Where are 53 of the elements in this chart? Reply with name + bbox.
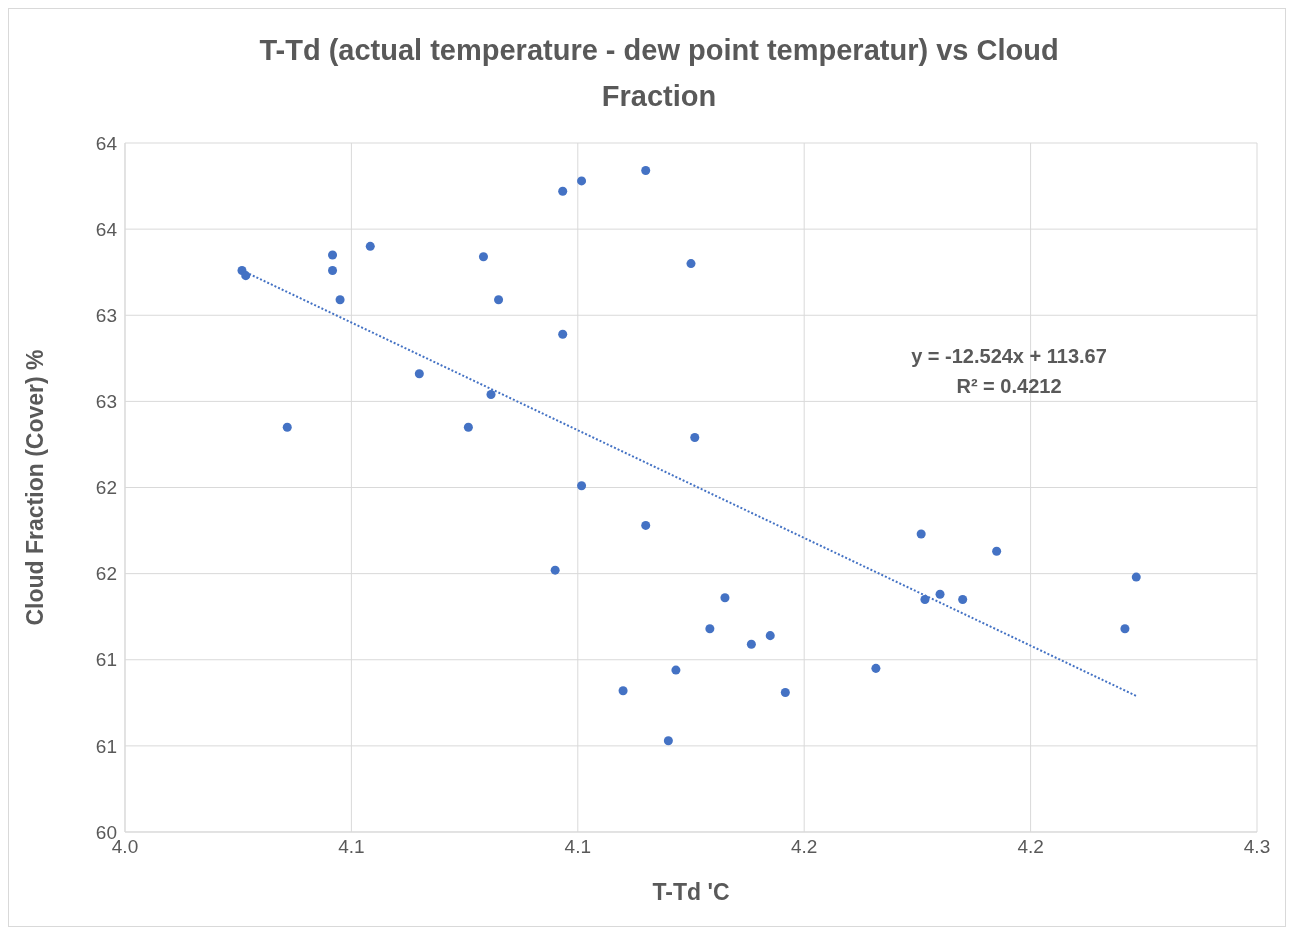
point xyxy=(780,687,790,697)
x-tick-label: 4.1 xyxy=(338,836,365,858)
y-tick-label: 63 xyxy=(95,304,117,326)
point xyxy=(550,565,560,575)
y-axis-title: Cloud Fraction (Cover) % xyxy=(22,349,49,626)
point xyxy=(577,481,587,491)
point xyxy=(746,639,756,649)
y-tick-label: 63 xyxy=(95,391,117,413)
point xyxy=(935,589,945,599)
point xyxy=(690,433,700,443)
chart-title: T-Td (actual temperature - dew point temperatur) vs Cloud Fraction xyxy=(258,33,1060,114)
y-tick-label: 62 xyxy=(95,563,117,585)
point xyxy=(618,686,628,696)
point xyxy=(916,529,926,539)
point xyxy=(765,631,775,641)
point xyxy=(558,329,568,339)
point xyxy=(671,665,681,675)
point xyxy=(478,252,488,262)
point xyxy=(365,241,375,251)
point xyxy=(958,594,968,604)
x-tick-label: 4.2 xyxy=(790,836,818,858)
point xyxy=(486,389,496,399)
point xyxy=(686,259,696,269)
x-tick-label: 4.1 xyxy=(564,836,592,858)
point xyxy=(463,422,473,432)
point xyxy=(641,166,651,176)
point xyxy=(871,663,881,673)
y-tick-label: 62 xyxy=(95,477,117,499)
point xyxy=(328,250,338,260)
x-axis-title: T-Td 'C xyxy=(652,879,730,905)
point xyxy=(1131,572,1141,582)
point xyxy=(720,593,730,603)
y-tick-label: 61 xyxy=(95,649,117,671)
y-tick-label: 64 xyxy=(95,132,118,154)
point xyxy=(335,295,345,305)
point xyxy=(494,295,504,305)
point xyxy=(992,546,1002,556)
y-tick-label: 61 xyxy=(95,735,117,757)
point xyxy=(241,271,251,281)
x-tick-label: 4.3 xyxy=(1243,836,1271,858)
x-tick-label: 4.2 xyxy=(1017,836,1044,858)
annotation: y = -12.524x + 113.67 xyxy=(910,344,1108,369)
point xyxy=(705,624,715,634)
point xyxy=(1120,624,1130,634)
point xyxy=(282,422,292,432)
point xyxy=(641,520,651,530)
point xyxy=(663,736,673,746)
point xyxy=(558,186,568,196)
point xyxy=(577,176,587,186)
y-tick-label: 64 xyxy=(95,218,118,240)
annotation: R² = 0.4212 xyxy=(955,374,1063,399)
point xyxy=(414,369,424,379)
point xyxy=(328,265,338,275)
